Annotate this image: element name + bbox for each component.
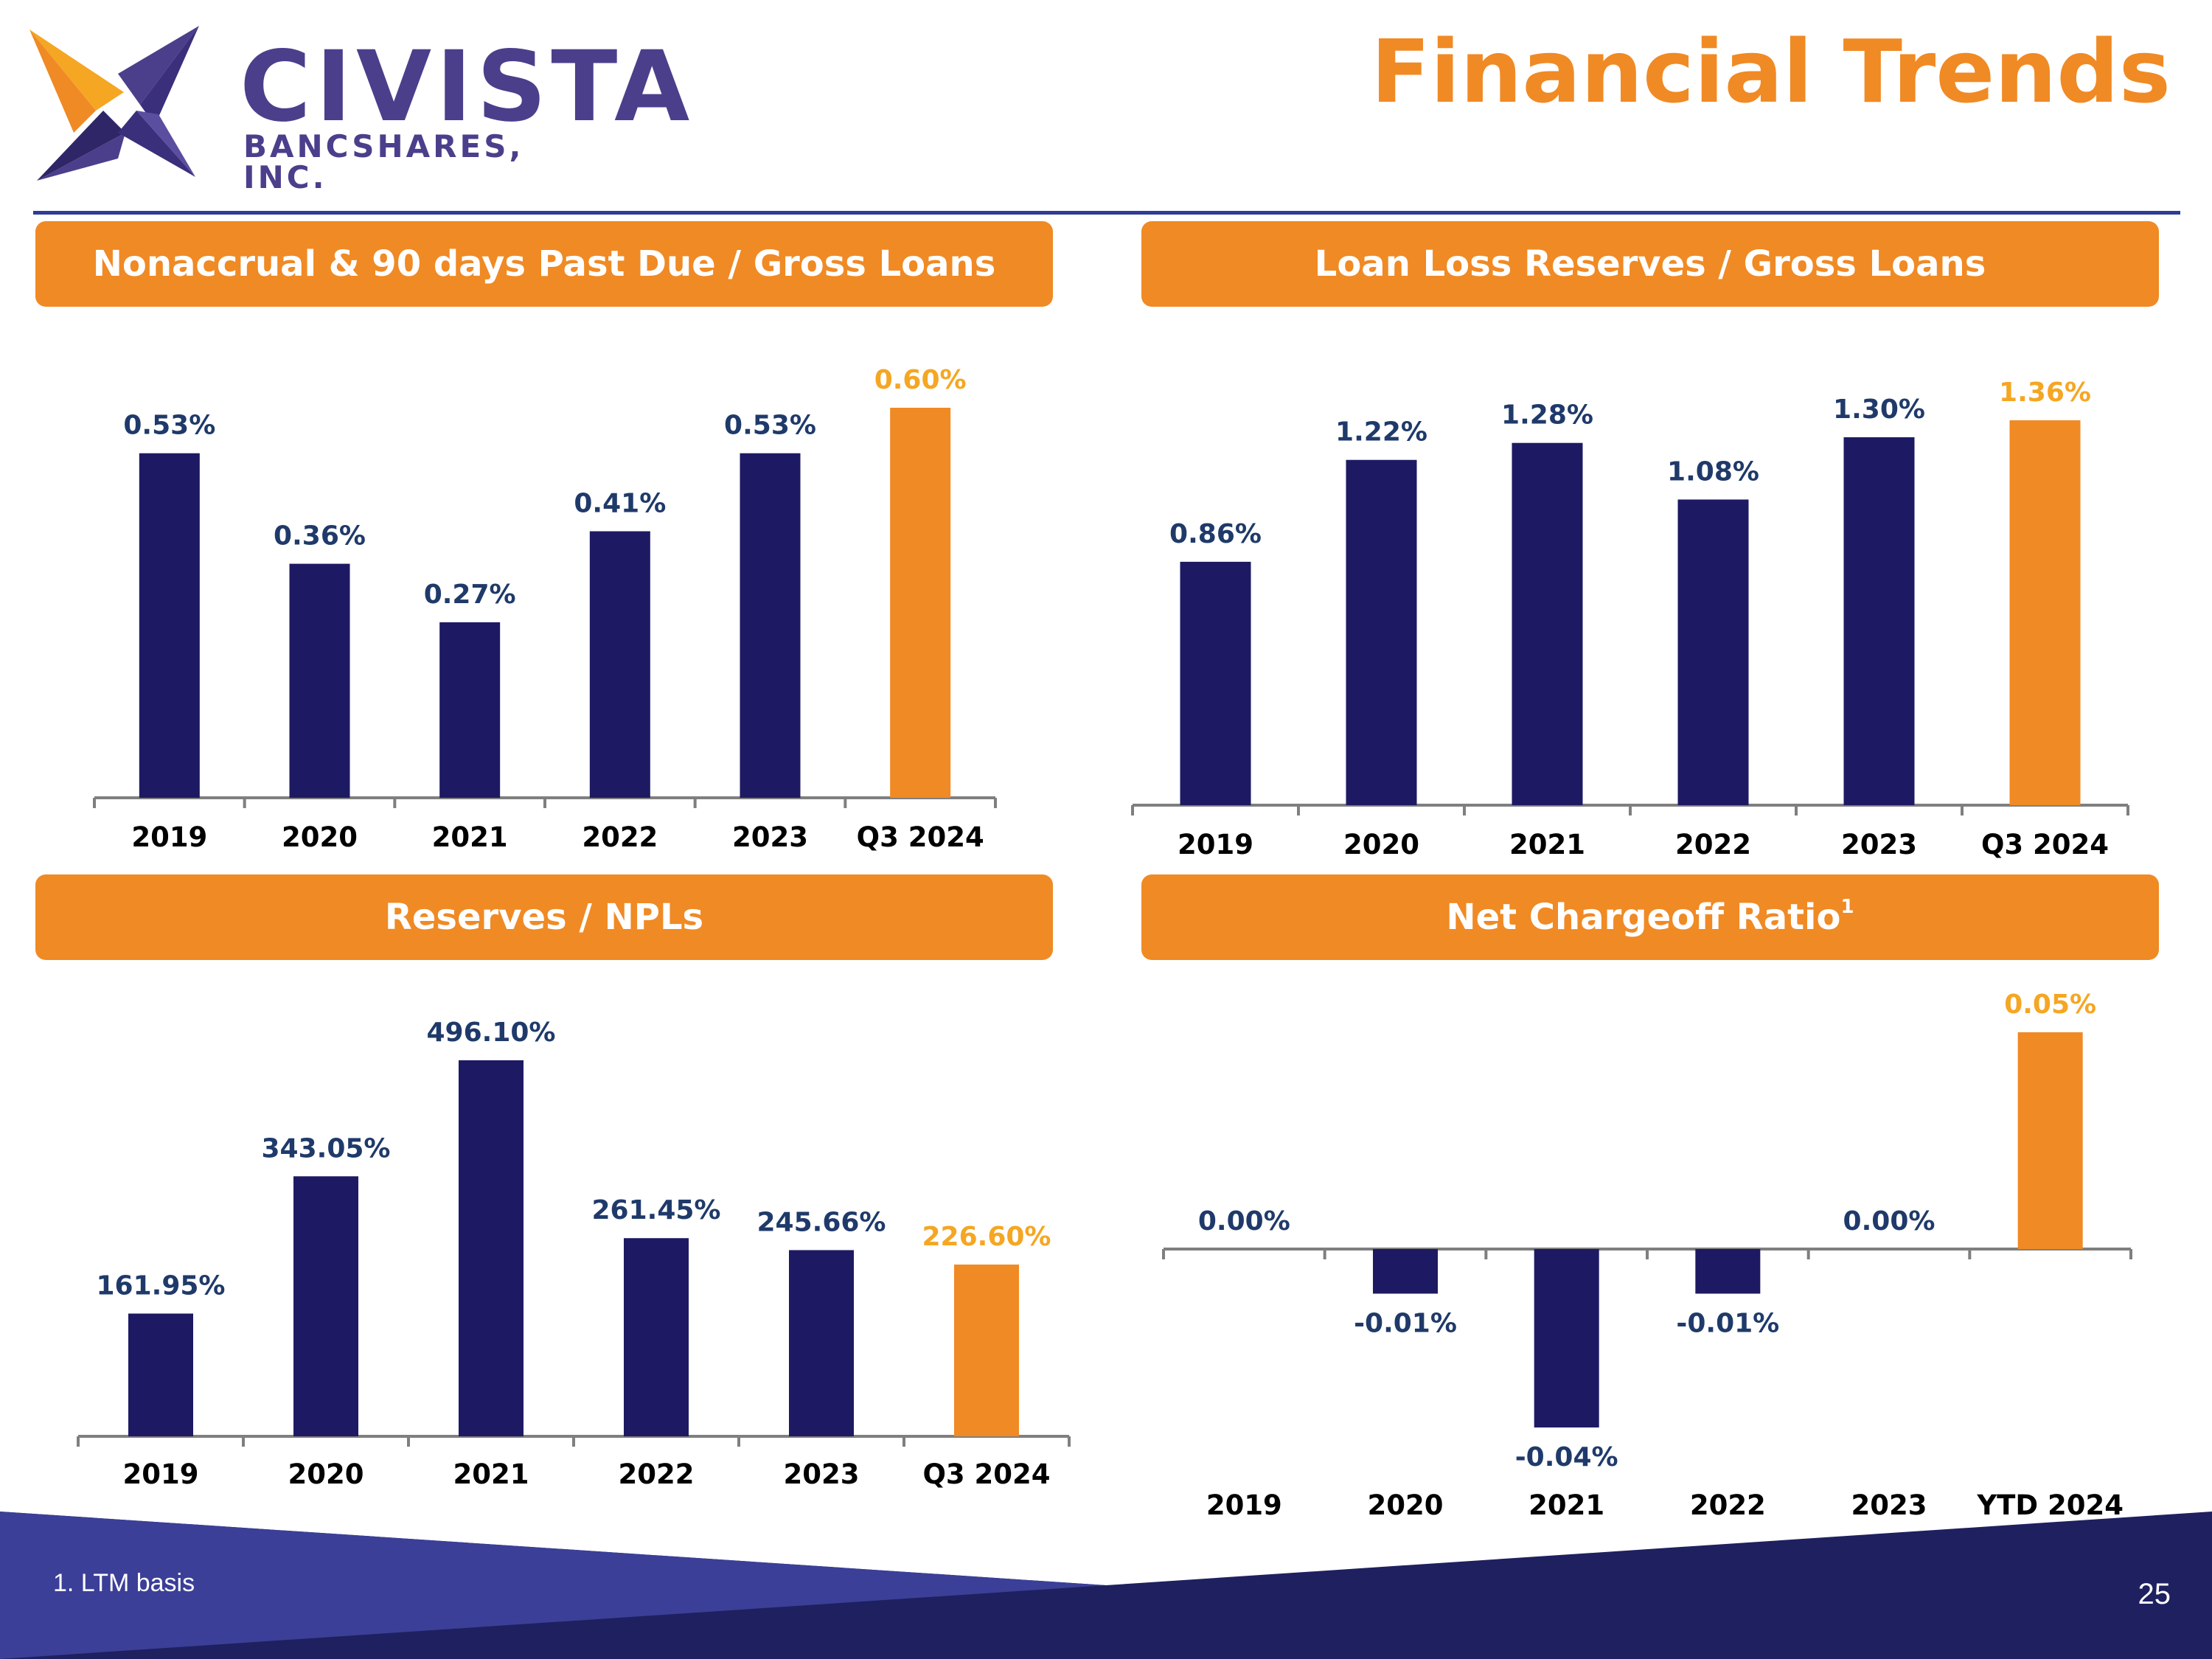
civista-logo: CIVISTA BANCSHARES, INC. (29, 22, 689, 195)
category-label: 2021 (432, 821, 508, 853)
data-label: 1.08% (1667, 456, 1759, 487)
bar-2019 (128, 1313, 193, 1436)
bar-2022 (624, 1238, 689, 1436)
bar-2021 (439, 622, 501, 798)
panel-title-nonaccrual: Nonaccrual & 90 days Past Due / Gross Lo… (92, 243, 996, 285)
bar-2023 (1843, 437, 1915, 805)
data-label: 261.45% (592, 1195, 721, 1225)
data-label: 0.00% (1843, 1206, 1935, 1237)
category-label: Q3 2024 (1981, 829, 2109, 860)
panel-header-nonaccrual: Nonaccrual & 90 days Past Due / Gross Lo… (35, 221, 1053, 307)
category-label: 2022 (582, 821, 658, 853)
category-label: 2022 (619, 1458, 695, 1490)
bar-2023 (789, 1250, 854, 1436)
star-logo-icon (29, 26, 199, 181)
category-label: 2020 (1343, 829, 1419, 860)
category-label: 2019 (1206, 1489, 1282, 1521)
chart-net-chargeoff: 0.00% 2019 -0.01% 2020 -0.04% 2021 -0.01% 2022 0… (1162, 990, 2132, 1521)
category-label: 2019 (1178, 829, 1253, 860)
category-label: YTD 2024 (1976, 1489, 2124, 1521)
logo-name: CIVISTA (240, 30, 695, 144)
bar-q3-2024 (954, 1265, 1019, 1436)
category-label: 2019 (123, 1458, 199, 1490)
page-number: 25 (2138, 1578, 2171, 1610)
category-label: 2020 (288, 1458, 364, 1490)
logo-subtitle: BANCSHARES, INC. (243, 128, 524, 195)
category-label: 2020 (282, 821, 358, 853)
data-label: 0.27% (424, 580, 516, 610)
panel-title-net-chargeoff: Net Chargeoff Ratio (1446, 897, 1841, 938)
data-label: 226.60% (922, 1222, 1051, 1252)
bar-2022 (1695, 1249, 1761, 1294)
footer-band (0, 1512, 2212, 1659)
bar-q3-2024 (2009, 420, 2081, 805)
bar-2020 (293, 1176, 358, 1436)
category-label: 2021 (1528, 1489, 1604, 1521)
data-label: -0.01% (1676, 1309, 1779, 1339)
data-label: 161.95% (97, 1271, 226, 1301)
chart-reserves-npls: 161.95% 2019 343.05% 2020 496.10% 2021 261.45%… (77, 1018, 1071, 1490)
data-label: 0.00% (1198, 1206, 1290, 1237)
data-label: 1.36% (1999, 378, 2091, 408)
data-label: 0.60% (874, 365, 967, 395)
bar-2021 (459, 1060, 524, 1436)
panel-header-reserves-npls: Reserves / NPLs (35, 874, 1053, 960)
category-label: Q3 2024 (922, 1458, 1050, 1490)
panel-title-loan-loss-reserves: Loan Loss Reserves / Gross Loans (1314, 243, 1986, 285)
data-label: 0.86% (1169, 519, 1262, 549)
bar-2019 (1180, 561, 1251, 805)
footnote-marker: 1 (1840, 896, 1854, 918)
bar-q3-2024 (890, 408, 951, 798)
category-label: 2021 (453, 1458, 529, 1490)
data-label: 1.30% (1833, 394, 1925, 425)
bar-2019 (139, 453, 200, 798)
data-label: 0.53% (724, 411, 816, 441)
data-label: 496.10% (427, 1018, 556, 1048)
category-label: 2023 (1841, 829, 1917, 860)
data-label: 1.28% (1501, 400, 1593, 431)
category-label: Q3 2024 (857, 821, 984, 853)
chart-nonaccrual: 0.53% 2019 0.36% 2020 0.27% 2021 0.41% 2022 0.53… (93, 365, 997, 853)
data-label: 1.22% (1335, 417, 1427, 448)
data-label: 0.41% (574, 489, 666, 519)
bar-2021 (1534, 1249, 1599, 1427)
category-label: 2022 (1690, 1489, 1766, 1521)
category-label: 2020 (1368, 1489, 1444, 1521)
bar-2023 (740, 453, 801, 798)
category-label: 2021 (1509, 829, 1585, 860)
footnote: 1. LTM basis (53, 1569, 195, 1597)
data-label: -0.01% (1354, 1309, 1457, 1339)
category-label: 2023 (1851, 1489, 1927, 1521)
chart-loan-loss-reserves: 0.86% 2019 1.22% 2020 1.28% 2021 1.08% 2022 1.30… (1131, 378, 2129, 860)
category-label: 2022 (1675, 829, 1751, 860)
bar-2022 (1677, 499, 1749, 805)
bar-ytd-2024 (2017, 1032, 2083, 1249)
data-label: -0.04% (1515, 1442, 1618, 1472)
category-label: 2019 (131, 821, 207, 853)
bar-2021 (1512, 442, 1583, 805)
data-label: 0.36% (274, 521, 366, 552)
bar-2020 (1373, 1249, 1438, 1294)
category-label: 2023 (732, 821, 808, 853)
page-title: Financial Trends (1371, 21, 2171, 122)
category-label: 2023 (784, 1458, 860, 1490)
header-divider (33, 211, 2180, 215)
data-label: 343.05% (262, 1133, 391, 1164)
bar-2020 (289, 563, 350, 798)
panel-header-net-chargeoff: Net Chargeoff Ratio 1 (1141, 874, 2159, 960)
panel-title-reserves-npls: Reserves / NPLs (384, 897, 704, 938)
data-label: 0.53% (123, 411, 215, 441)
data-label: 245.66% (757, 1207, 886, 1237)
data-label: 0.05% (2004, 990, 2096, 1020)
bar-2022 (589, 531, 650, 798)
bar-2020 (1346, 459, 1417, 805)
panel-header-loan-loss-reserves: Loan Loss Reserves / Gross Loans (1141, 221, 2159, 307)
